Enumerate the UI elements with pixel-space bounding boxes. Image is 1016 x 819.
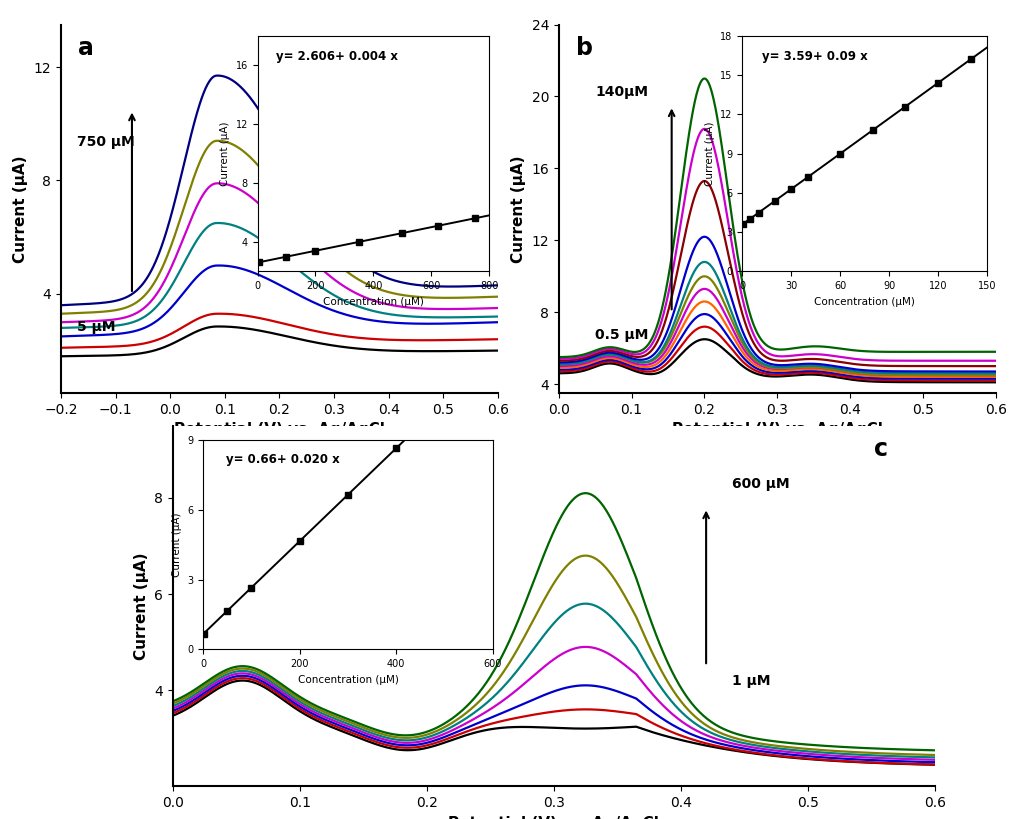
- Text: 600 μM: 600 μM: [732, 477, 789, 491]
- Y-axis label: Current (μA): Current (μA): [133, 552, 148, 660]
- Text: 140μM: 140μM: [595, 85, 648, 99]
- Y-axis label: Current (μA): Current (μA): [511, 155, 525, 263]
- X-axis label: Potential (V) vs. Ag/AgCl: Potential (V) vs. Ag/AgCl: [174, 423, 385, 437]
- Text: 750 μM: 750 μM: [77, 135, 135, 150]
- Text: 0.5 μM: 0.5 μM: [595, 328, 648, 342]
- X-axis label: Potential (V) vs. Ag/AgCl: Potential (V) vs. Ag/AgCl: [448, 816, 659, 819]
- Text: 1 μM: 1 μM: [732, 674, 770, 688]
- Text: c: c: [874, 437, 888, 461]
- Text: 5 μM: 5 μM: [77, 319, 116, 334]
- Y-axis label: Current (μA): Current (μA): [13, 155, 28, 263]
- Text: b: b: [576, 36, 593, 60]
- X-axis label: Potential (V) vs. Ag/AgCl: Potential (V) vs. Ag/AgCl: [672, 423, 883, 437]
- Text: a: a: [78, 36, 94, 60]
